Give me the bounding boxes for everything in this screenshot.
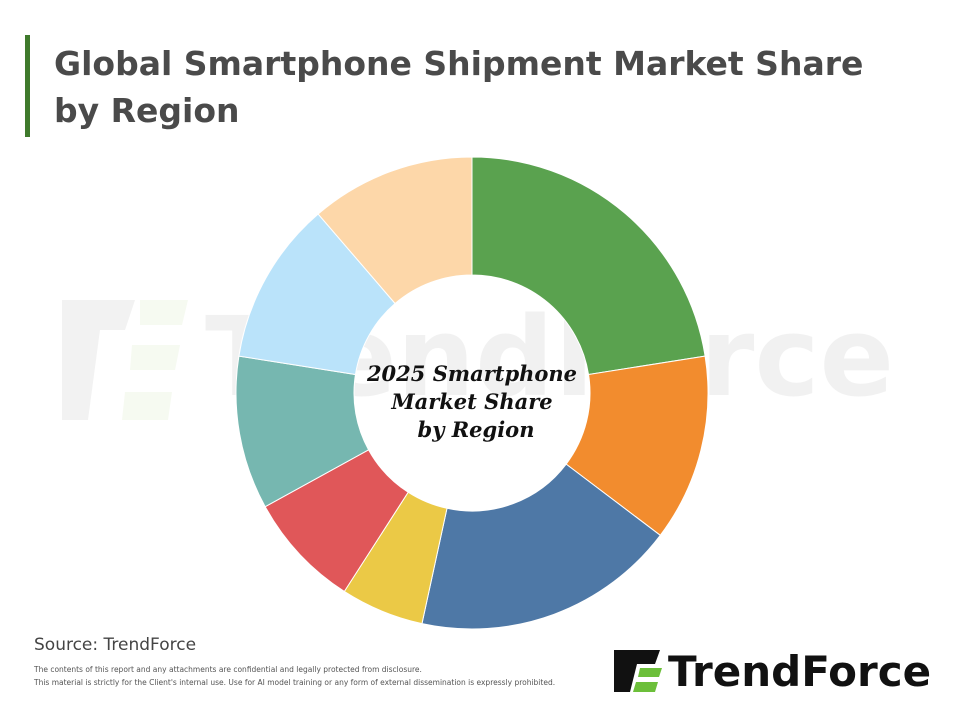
source: Source: TrendForce: [34, 635, 196, 655]
center-label: by Region: [418, 417, 535, 442]
title-accent: [25, 35, 30, 137]
logo-icon: [633, 668, 662, 692]
title: by Region: [54, 91, 240, 130]
disclaimer: This material is strictly for the Client…: [33, 678, 555, 687]
donut-slice: [421, 463, 661, 630]
center-label: Market Share: [390, 389, 552, 414]
logo-text: TrendForce: [668, 647, 931, 696]
title: Global Smartphone Shipment Market Share: [54, 44, 863, 83]
logo-icon: [614, 650, 660, 692]
watermark-icon: [62, 300, 135, 420]
disclaimer: The contents of this report and any atta…: [33, 665, 422, 674]
watermark-icon: [122, 300, 188, 420]
center-label: 2025 Smartphone: [366, 361, 577, 386]
donut: [235, 156, 709, 630]
logo: TrendForce: [614, 647, 931, 696]
donut-slice: [317, 156, 473, 305]
donut-slice: [471, 156, 706, 376]
